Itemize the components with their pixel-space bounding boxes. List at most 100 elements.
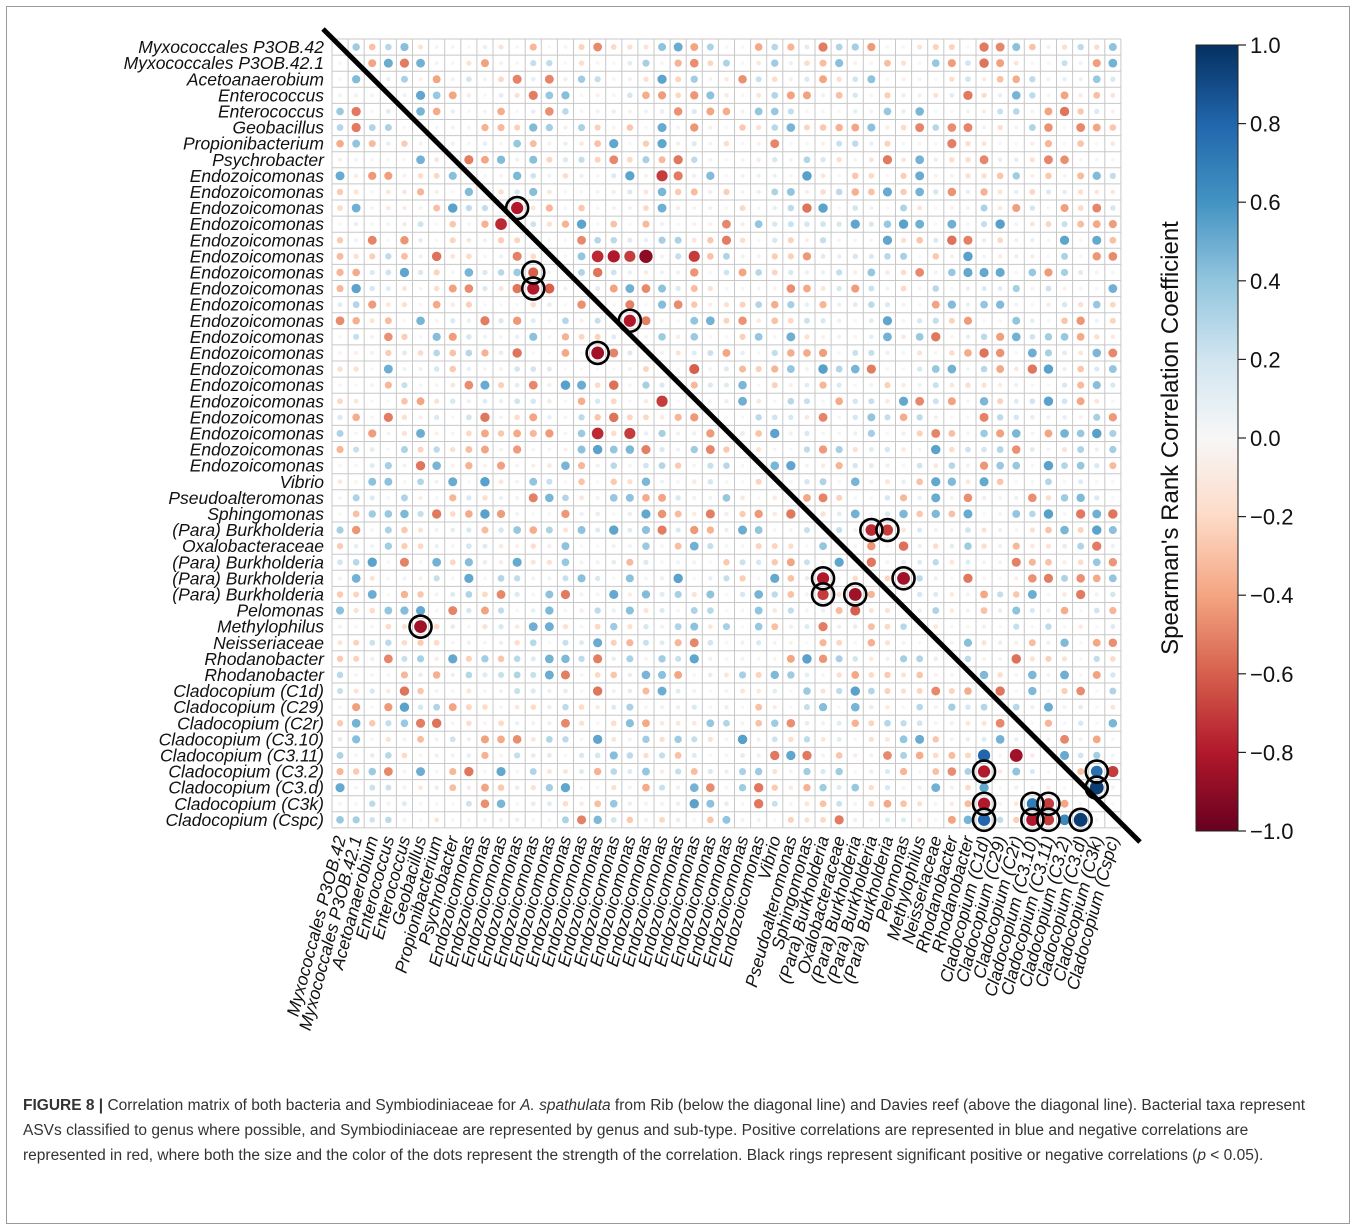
correlation-dot xyxy=(434,753,439,758)
correlation-dot xyxy=(336,671,344,679)
correlation-dot xyxy=(418,286,423,291)
correlation-dot xyxy=(851,43,859,51)
correlation-dot xyxy=(594,140,602,148)
correlation-dot xyxy=(1062,592,1067,597)
correlation-dot xyxy=(1029,656,1035,662)
correlation-dot xyxy=(336,188,344,196)
correlation-dot xyxy=(1014,495,1019,500)
correlation-dot xyxy=(770,670,779,680)
correlation-dot xyxy=(836,157,842,163)
correlation-dot xyxy=(1044,268,1053,277)
correlation-dot xyxy=(963,267,973,278)
correlation-dot xyxy=(401,382,408,389)
correlation-dot xyxy=(981,543,987,549)
correlation-dot xyxy=(739,237,746,244)
correlation-dot xyxy=(545,590,554,599)
correlation-dot xyxy=(610,430,617,437)
correlation-dot xyxy=(627,350,633,356)
correlation-dot xyxy=(837,174,841,178)
correlation-dot xyxy=(722,59,730,67)
correlation-dot xyxy=(723,719,730,727)
correlation-dot xyxy=(402,817,407,822)
correlation-dot xyxy=(367,557,377,567)
correlation-dot xyxy=(931,365,940,373)
correlation-dot xyxy=(772,656,777,661)
correlation-dot xyxy=(1014,189,1019,195)
correlation-dot xyxy=(931,686,941,696)
correlation-dot xyxy=(627,44,633,50)
correlation-dot xyxy=(965,382,971,388)
correlation-dot xyxy=(949,592,955,597)
correlation-dot xyxy=(561,542,570,551)
correlation-dot xyxy=(1014,270,1019,275)
correlation-dot xyxy=(545,123,553,132)
correlation-dot xyxy=(673,573,683,584)
correlation-dot xyxy=(660,254,665,259)
correlation-dot xyxy=(804,302,810,307)
correlation-dot xyxy=(740,254,745,259)
correlation-dot xyxy=(628,141,632,146)
correlation-dot xyxy=(1077,172,1085,180)
correlation-dot xyxy=(963,123,973,132)
correlation-dot xyxy=(1077,752,1084,759)
correlation-dot xyxy=(1093,751,1101,760)
correlation-dot xyxy=(595,109,600,114)
correlation-dot xyxy=(789,705,793,709)
correlation-dot xyxy=(609,622,618,631)
correlation-dot xyxy=(414,620,427,634)
correlation-dot xyxy=(562,317,569,325)
correlation-dot xyxy=(739,559,746,566)
correlation-dot xyxy=(1014,222,1019,227)
correlation-dot xyxy=(690,91,699,100)
correlation-dot xyxy=(932,736,940,743)
correlation-dot xyxy=(499,141,503,146)
correlation-dot xyxy=(1045,558,1052,566)
correlation-dot xyxy=(753,782,764,793)
correlation-dot xyxy=(868,349,875,357)
correlation-dot xyxy=(964,768,972,776)
correlation-dot xyxy=(593,767,602,776)
correlation-dot xyxy=(949,785,954,790)
correlation-dot xyxy=(499,705,503,710)
correlation-dot xyxy=(418,672,423,678)
correlation-dot xyxy=(772,447,777,452)
correlation-dot xyxy=(434,414,440,420)
correlation-dot xyxy=(933,237,939,243)
correlation-dot xyxy=(335,783,345,793)
correlation-dot xyxy=(595,592,600,597)
correlation-dot xyxy=(1060,204,1069,213)
correlation-dot xyxy=(948,510,956,518)
correlation-dot xyxy=(756,496,761,500)
correlation-dot xyxy=(466,753,472,758)
correlation-dot xyxy=(595,222,600,226)
correlation-dot xyxy=(529,140,537,148)
correlation-dot xyxy=(627,77,632,82)
correlation-dot xyxy=(900,188,907,196)
correlation-dot xyxy=(369,784,376,791)
correlation-dot xyxy=(724,640,729,645)
correlation-dot xyxy=(915,171,925,181)
row-label: Geobacillus xyxy=(233,118,325,138)
correlation-dot xyxy=(417,735,425,743)
correlation-dot xyxy=(963,235,973,245)
correlation-dot xyxy=(466,76,472,83)
correlation-dot xyxy=(401,397,408,405)
correlation-dot xyxy=(901,334,906,340)
correlation-dot xyxy=(852,414,858,421)
correlation-dot xyxy=(545,91,554,100)
correlation-dot xyxy=(756,351,761,355)
correlation-dot xyxy=(560,783,571,793)
correlation-dot xyxy=(351,75,361,84)
correlation-dot xyxy=(1046,93,1051,98)
correlation-dot xyxy=(560,670,571,680)
significance-ring xyxy=(1036,791,1061,817)
correlation-dot xyxy=(835,445,843,454)
correlation-dot xyxy=(1027,348,1037,358)
correlation-dot xyxy=(788,383,793,388)
correlation-dot xyxy=(578,204,585,212)
correlation-dot xyxy=(901,672,907,678)
correlation-dot xyxy=(658,333,666,341)
correlation-dot xyxy=(386,238,391,243)
correlation-dot xyxy=(1062,415,1067,420)
